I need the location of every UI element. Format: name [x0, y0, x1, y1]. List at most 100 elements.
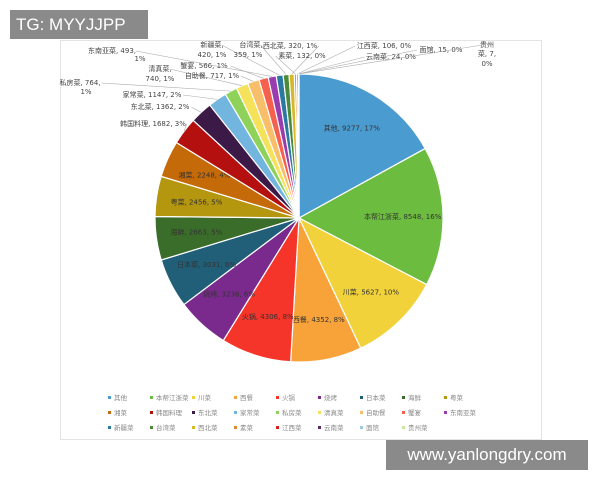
legend-item-2[interactable]: 川菜 [192, 392, 234, 402]
leader-line-17 [135, 50, 273, 77]
legend-swatch [444, 395, 447, 399]
legend-item-7[interactable]: 海鲜 [402, 392, 444, 402]
legend-label: 云南菜 [324, 424, 344, 432]
data-label-21: 素菜, 132, 0% [278, 51, 326, 60]
data-label-11: 东北菜, 1362, 2% [131, 102, 190, 111]
data-label-24: 面馆, 15, 0% [420, 45, 463, 54]
leader-line-20 [291, 45, 320, 75]
legend-swatch [318, 395, 321, 399]
legend-item-0[interactable]: 其他 [108, 392, 150, 402]
leader-line-12 [183, 94, 218, 100]
legend-item-1[interactable]: 本帮江浙菜 [150, 392, 192, 402]
legend-label: 江西菜 [282, 424, 302, 432]
legend-item-4[interactable]: 火锅 [276, 392, 318, 402]
leader-line-15 [240, 75, 254, 82]
legend-swatch [444, 410, 447, 414]
legend-swatch [360, 410, 363, 414]
legend-item-23[interactable]: 云南菜 [318, 422, 360, 432]
legend-swatch [402, 410, 405, 414]
legend-item-19[interactable]: 台湾菜 [150, 422, 192, 432]
legend-swatch [318, 425, 321, 429]
data-label-25: 菜, 7, [478, 49, 496, 58]
legend-item-13[interactable]: 私房菜 [276, 407, 318, 417]
legend-swatch [276, 395, 279, 399]
chart-legend: 其他 本帮江浙菜 川菜 西餐 火锅 烧烤 日本菜 海鲜 粤菜湘菜 韩国料理 东北菜 家常菜 私房菜 清真菜… [108, 392, 508, 432]
leader-line-22 [297, 45, 356, 75]
watermark-bottom-right: www.yanlongdry.com [386, 440, 588, 470]
leader-line-18 [221, 44, 280, 76]
legend-label: 素菜 [240, 424, 253, 432]
data-label-13: 私房菜, 764, [59, 78, 100, 87]
data-label-22: 江西菜, 106, 0% [357, 41, 412, 50]
data-label-17: 1% [134, 55, 145, 63]
legend-label: 湘菜 [114, 409, 127, 417]
legend-swatch [234, 410, 237, 414]
legend-label: 海鲜 [408, 394, 421, 402]
data-label-14: 740, 1% [146, 75, 175, 83]
data-label-1: 本帮江浙菜, 8548, 16% [364, 212, 442, 221]
legend-swatch [360, 425, 363, 429]
leader-line-24 [298, 49, 418, 75]
legend-label: 蟹宴 [408, 409, 421, 417]
legend-item-12[interactable]: 家常菜 [234, 407, 276, 417]
legend-label: 本帮江浙菜 [156, 394, 189, 402]
legend-label: 粤菜 [450, 394, 463, 402]
data-label-2: 川菜, 5627, 10% [343, 288, 400, 297]
legend-item-11[interactable]: 东北菜 [192, 407, 234, 417]
legend-item-17[interactable]: 东南亚菜 [444, 407, 486, 417]
leader-line-23 [298, 56, 365, 75]
legend-swatch [234, 425, 237, 429]
legend-item-22[interactable]: 江西菜 [276, 422, 318, 432]
legend-swatch [192, 395, 195, 399]
legend-item-24[interactable]: 面馆 [360, 422, 402, 432]
data-label-18: 420, 1% [198, 51, 227, 59]
data-label-8: 粤菜, 2456, 5% [171, 197, 223, 206]
pie-slice-1 [297, 147, 444, 286]
legend-label: 新疆菜 [114, 424, 134, 432]
legend-item-8[interactable]: 粤菜 [444, 392, 486, 402]
leader-line-10 [183, 123, 187, 132]
legend-item-6[interactable]: 日本菜 [360, 392, 402, 402]
legend-label: 面馆 [366, 424, 379, 432]
leader-line-21 [275, 55, 296, 75]
legend-label: 川菜 [198, 394, 211, 402]
legend-item-15[interactable]: 自助餐 [360, 407, 402, 417]
legend-item-16[interactable]: 蟹宴 [402, 407, 444, 417]
legend-item-21[interactable]: 素菜 [234, 422, 276, 432]
leader-line-16 [230, 65, 264, 79]
data-label-0: 其他, 9277, 17% [324, 124, 381, 133]
legend-item-18[interactable]: 新疆菜 [108, 422, 150, 432]
legend-swatch [234, 395, 237, 399]
legend-item-14[interactable]: 清真菜 [318, 407, 360, 417]
data-label-25: 0% [481, 60, 492, 68]
legend-label: 台湾菜 [156, 424, 176, 432]
data-label-15: 自助餐, 717, 1% [185, 71, 240, 80]
legend-item-5[interactable]: 烧烤 [318, 392, 360, 402]
leader-line-19 [260, 44, 287, 75]
legend-label: 其他 [114, 394, 127, 402]
legend-item-25[interactable]: 贵州菜 [402, 422, 444, 432]
data-label-17: 东南亚菜, 493, [88, 46, 136, 55]
legend-swatch [276, 425, 279, 429]
legend-item-20[interactable]: 西北菜 [192, 422, 234, 432]
legend-label: 烧烤 [324, 394, 337, 402]
data-label-19: 359, 1% [234, 51, 263, 59]
data-label-14: 清真菜, [148, 64, 171, 73]
data-label-3: 西餐, 4352, 8% [293, 315, 345, 324]
leader-line-25 [298, 44, 483, 75]
data-label-12: 家常菜, 1147, 2% [123, 90, 182, 99]
data-label-5: 烧烤, 3236, 6% [203, 290, 255, 299]
legend-swatch [108, 425, 111, 429]
watermark-top-left: TG: MYYJJPP [10, 10, 148, 39]
pie-slice-0 [298, 73, 426, 220]
data-label-25: 贵州 [480, 40, 494, 49]
data-label-23: 云南菜, 24, 0% [366, 52, 416, 61]
legend-item-10[interactable]: 韩国料理 [150, 407, 192, 417]
legend-swatch [150, 410, 153, 414]
legend-label: 东南亚菜 [450, 409, 476, 417]
data-label-4: 火锅, 4306, 8% [242, 312, 294, 321]
legend-item-9[interactable]: 湘菜 [108, 407, 150, 417]
data-label-10: 韩国料理, 1682, 3% [120, 119, 186, 128]
legend-item-3[interactable]: 西餐 [234, 392, 276, 402]
